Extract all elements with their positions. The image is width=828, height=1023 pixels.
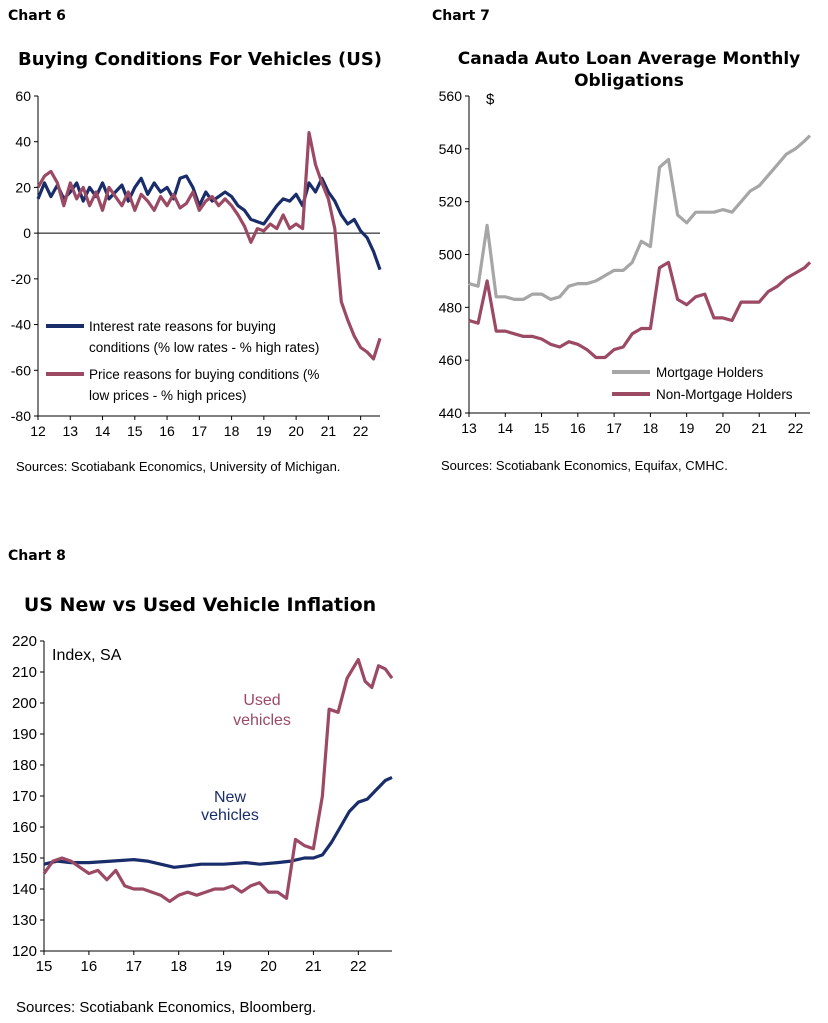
chart6-y-tick-label: -20 [11, 271, 31, 287]
chart8-series-line-1 [42, 658, 394, 903]
chart8-new-label-line1: New [214, 789, 246, 806]
chart7-label: Chart 7 [432, 8, 490, 24]
chart6-x-tick-label: 14 [95, 423, 111, 439]
chart7-x-tick-label: 17 [606, 420, 622, 436]
chart6-x-tick-label: 19 [256, 423, 272, 439]
chart7-y-tick-label: 560 [439, 88, 463, 104]
chart8-y-tick-label: 120 [12, 943, 37, 960]
chart8-y-tick-label: 210 [12, 664, 37, 681]
chart7-title-line1: Canada Auto Loan Average Monthly [457, 49, 801, 69]
chart6-legend-price-line2: low prices - % high prices) [89, 388, 247, 403]
chart7-x-tick-label: 16 [570, 420, 586, 436]
chart6-legend-interest-line1: Interest rate reasons for buying [89, 319, 276, 334]
chart8-x-tick-label: 17 [125, 958, 142, 975]
chart7-x-tick-label: 21 [751, 420, 767, 436]
chart6-y-tick-label: 0 [23, 225, 31, 241]
chart8-used-label-line1: Used [243, 692, 280, 709]
chart7-y-tick-label: 540 [439, 141, 463, 157]
chart7-x-tick-label: 15 [534, 420, 550, 436]
chart7-x-tick-label: 19 [679, 420, 695, 436]
chart6-x-tick-label: 13 [62, 423, 78, 439]
chart6-x-tick-label: 21 [321, 423, 337, 439]
chart6-series-line-1 [36, 131, 382, 361]
chart6-x-tick-label: 22 [353, 423, 369, 439]
chart6-series-line-0 [36, 174, 382, 271]
chart7-x-tick-label: 18 [643, 420, 659, 436]
chart6-panel: Chart 6 Buying Conditions For Vehicles (… [0, 0, 414, 500]
chart6-y-tick-label: -60 [11, 362, 31, 378]
chart7-panel: Chart 7 Canada Auto Loan Average Monthly… [414, 0, 828, 500]
chart7-x-tick-label: 14 [497, 420, 513, 436]
chart7-x-tick-label: 22 [788, 420, 804, 436]
chart8-y-tick-label: 140 [12, 881, 37, 898]
chart8-x-tick-label: 22 [350, 958, 367, 975]
chart8-new-label-line2: vehicles [201, 807, 259, 824]
chart8-label: Chart 8 [8, 548, 66, 564]
chart6-legend-price-line1: Price reasons for buying conditions (% [89, 367, 319, 382]
chart6-y-tick-label: -40 [11, 317, 31, 333]
chart7-y-tick-label: 440 [439, 405, 463, 421]
chart8-y-tick-label: 180 [12, 757, 37, 774]
chart6-x-tick-label: 16 [159, 423, 175, 439]
chart7-series-line-1 [468, 260, 812, 360]
chart8-series-line-0 [43, 775, 393, 869]
chart6-source: Sources: Scotiabank Economics, Universit… [16, 459, 341, 474]
chart7-y-tick-label: 460 [439, 352, 463, 368]
chart7-y-tick-label: 480 [439, 299, 463, 315]
chart7-title-line2: Obligations [574, 71, 684, 92]
chart8-source: Sources: Scotiabank Economics, Bloomberg… [16, 999, 317, 1016]
chart7-x-tick-label: 13 [461, 420, 477, 436]
chart7-y-tick-label: 520 [439, 194, 463, 210]
chart8-y-tick-label: 190 [12, 726, 37, 743]
chart6-y-tick-label: 60 [15, 88, 31, 104]
chart6-y-tick-label: 40 [15, 134, 31, 150]
chart7-legend-nonmortgage: Non-Mortgage Holders [656, 387, 793, 402]
chart7-legend-mortgage: Mortgage Holders [656, 365, 764, 380]
chart8-y-tick-label: 150 [12, 850, 37, 867]
chart8-x-tick-label: 18 [170, 958, 187, 975]
chart7-y-tick-label: 500 [439, 247, 463, 263]
chart8-y-tick-label: 220 [12, 633, 37, 650]
chart6-y-tick-label: -80 [11, 408, 31, 424]
chart8-unit-label: Index, SA [52, 647, 122, 664]
chart6-label: Chart 6 [8, 8, 66, 24]
chart8-x-tick-label: 21 [305, 958, 322, 975]
chart8-title: US New vs Used Vehicle Inflation [23, 594, 377, 616]
chart6-x-tick-label: 20 [288, 423, 304, 439]
chart8-x-tick-label: 19 [215, 958, 232, 975]
chart7-unit-label: $ [486, 91, 495, 108]
chart6-legend-interest-line2: conditions (% low rates - % high rates) [89, 340, 319, 355]
chart7-source: Sources: Scotiabank Economics, Equifax, … [441, 458, 728, 473]
chart7-series-line-0 [468, 134, 812, 301]
chart6-x-tick-label: 12 [30, 423, 46, 439]
chart8-y-tick-label: 130 [12, 912, 37, 929]
chart7-title: Canada Auto Loan Average Monthly Obligat… [434, 48, 824, 92]
chart8-y-tick-label: 170 [12, 788, 37, 805]
chart8-panel: Chart 8 US New vs Used Vehicle Inflation… [0, 540, 414, 1023]
chart8-used-label-line2: vehicles [233, 712, 291, 729]
chart6-title: Buying Conditions For Vehicles (US) [17, 49, 383, 70]
chart6-y-tick-label: 20 [15, 179, 31, 195]
chart8-y-tick-label: 160 [12, 819, 37, 836]
chart6-x-tick-label: 15 [127, 423, 143, 439]
chart6-x-tick-label: 18 [224, 423, 240, 439]
chart8-x-tick-label: 16 [81, 958, 98, 975]
chart8-y-tick-label: 200 [12, 695, 37, 712]
chart8-x-tick-label: 15 [36, 958, 53, 975]
chart6-x-tick-label: 17 [192, 423, 208, 439]
chart7-x-tick-label: 20 [715, 420, 731, 436]
chart8-x-tick-label: 20 [260, 958, 277, 975]
